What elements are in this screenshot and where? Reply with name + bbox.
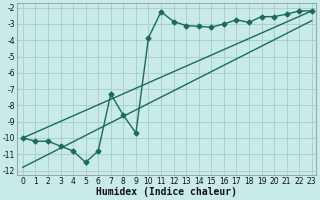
X-axis label: Humidex (Indice chaleur): Humidex (Indice chaleur) — [96, 187, 236, 197]
